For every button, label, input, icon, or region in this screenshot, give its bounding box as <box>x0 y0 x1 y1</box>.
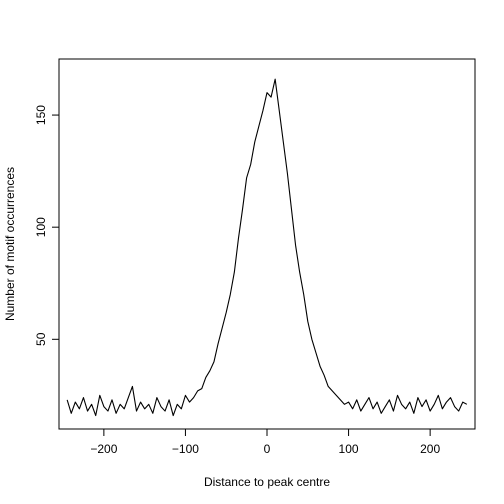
x-tick-label: 200 <box>420 442 440 456</box>
y-axis-title: Number of motif occurrences <box>3 167 17 321</box>
plot-series <box>66 78 468 417</box>
x-tick-label: 100 <box>339 442 359 456</box>
y-tick-label: 50 <box>34 332 48 346</box>
x-axis: −200 −100 0 100 200 <box>90 429 440 456</box>
x-tick-label: 0 <box>264 442 271 456</box>
x-tick-label: −100 <box>172 442 199 456</box>
x-axis-title: Distance to peak centre <box>204 475 330 489</box>
y-axis: 50 100 150 <box>34 105 59 346</box>
x-tick-label: −200 <box>90 442 117 456</box>
y-tick-label: 100 <box>34 217 48 237</box>
y-tick-label: 150 <box>34 105 48 125</box>
plot-frame <box>58 58 476 430</box>
series-line-0 <box>66 78 468 417</box>
